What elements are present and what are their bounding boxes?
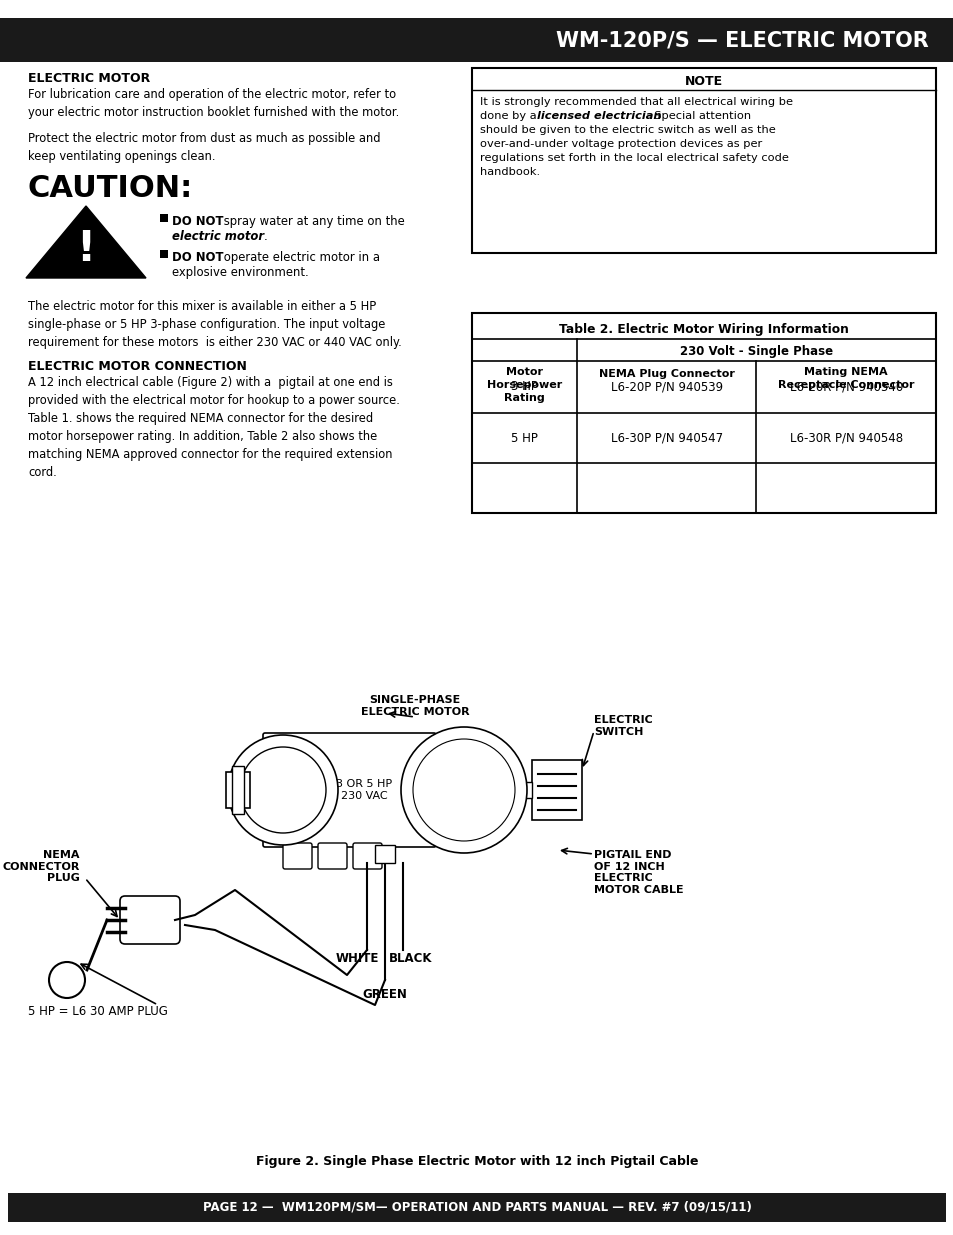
Text: NEMA
CONNECTOR
PLUG: NEMA CONNECTOR PLUG xyxy=(3,850,80,883)
Text: For lubrication care and operation of the electric motor, refer to
your electric: For lubrication care and operation of th… xyxy=(28,88,399,119)
FancyBboxPatch shape xyxy=(472,68,935,253)
Text: L6-30R P/N 940548: L6-30R P/N 940548 xyxy=(789,431,902,445)
Text: L6-30P P/N 940547: L6-30P P/N 940547 xyxy=(610,431,722,445)
Text: Motor
Horsepower
Rating: Motor Horsepower Rating xyxy=(486,367,561,404)
Polygon shape xyxy=(26,206,146,278)
Bar xyxy=(375,845,395,863)
Text: ELECTRIC
SWITCH: ELECTRIC SWITCH xyxy=(594,715,652,736)
Bar xyxy=(226,772,250,808)
Text: PIGTAIL END
OF 12 INCH
ELECTRIC
MOTOR CABLE: PIGTAIL END OF 12 INCH ELECTRIC MOTOR CA… xyxy=(594,850,683,895)
FancyBboxPatch shape xyxy=(353,844,381,869)
Text: WHITE: WHITE xyxy=(335,952,378,965)
Text: explosive environment.: explosive environment. xyxy=(172,266,309,279)
Circle shape xyxy=(228,735,337,845)
Text: GREEN: GREEN xyxy=(362,988,407,1002)
Text: spray water at any time on the: spray water at any time on the xyxy=(220,215,404,228)
Text: operate electric motor in a: operate electric motor in a xyxy=(220,251,379,264)
Text: over-and-under voltage protection devices as per: over-and-under voltage protection device… xyxy=(479,140,761,149)
FancyBboxPatch shape xyxy=(120,897,180,944)
Text: NOTE: NOTE xyxy=(684,75,722,88)
Text: 230 Volt - Single Phase: 230 Volt - Single Phase xyxy=(679,345,832,358)
Bar xyxy=(160,214,168,222)
Circle shape xyxy=(240,747,326,832)
Text: L6-20R P/N 940540: L6-20R P/N 940540 xyxy=(789,380,902,394)
Text: should be given to the electric switch as well as the: should be given to the electric switch a… xyxy=(479,125,775,135)
Text: 5 HP = L6 30 AMP PLUG: 5 HP = L6 30 AMP PLUG xyxy=(28,1005,168,1018)
Bar xyxy=(532,760,581,820)
Text: SINGLE-PHASE
ELECTRIC MOTOR: SINGLE-PHASE ELECTRIC MOTOR xyxy=(360,695,469,716)
Text: A 12 inch electrical cable (Figure 2) with a  pigtail at one end is
provided wit: A 12 inch electrical cable (Figure 2) wi… xyxy=(28,375,399,479)
Bar xyxy=(0,19,953,62)
FancyBboxPatch shape xyxy=(317,844,347,869)
Text: done by a: done by a xyxy=(479,111,539,121)
Text: 3 HP: 3 HP xyxy=(511,380,537,394)
Text: Mating NEMA
Receptacle Connector: Mating NEMA Receptacle Connector xyxy=(778,367,914,390)
Bar xyxy=(434,782,532,798)
Circle shape xyxy=(413,739,515,841)
Text: electric motor: electric motor xyxy=(172,230,264,243)
Text: . Special attention: . Special attention xyxy=(646,111,750,121)
Text: PAGE 12 —  WM120PM/SM— OPERATION AND PARTS MANUAL — REV. #7 (09/15/11): PAGE 12 — WM120PM/SM— OPERATION AND PART… xyxy=(202,1200,751,1214)
Text: regulations set forth in the local electrical safety code: regulations set forth in the local elect… xyxy=(479,153,788,163)
Text: NEMA Plug Connector: NEMA Plug Connector xyxy=(598,369,734,379)
Text: ELECTRIC MOTOR CONNECTION: ELECTRIC MOTOR CONNECTION xyxy=(28,359,247,373)
Bar xyxy=(160,249,168,258)
Text: licensed electrician: licensed electrician xyxy=(537,111,660,121)
Bar xyxy=(8,1193,945,1221)
Text: DO NOT: DO NOT xyxy=(172,215,223,228)
Circle shape xyxy=(400,727,526,853)
Text: 5 HP: 5 HP xyxy=(511,431,537,445)
Bar xyxy=(250,785,265,795)
Text: .: . xyxy=(264,230,268,243)
Text: CAUTION:: CAUTION: xyxy=(28,174,193,203)
FancyBboxPatch shape xyxy=(263,734,436,847)
Text: !: ! xyxy=(76,228,95,270)
Text: Protect the electric motor from dust as much as possible and
keep ventilating op: Protect the electric motor from dust as … xyxy=(28,132,380,163)
Circle shape xyxy=(49,962,85,998)
Text: It is strongly recommended that all electrical wiring be: It is strongly recommended that all elec… xyxy=(479,98,792,107)
Text: ELECTRIC MOTOR: ELECTRIC MOTOR xyxy=(28,72,150,85)
Text: BLACK: BLACK xyxy=(389,952,433,965)
Text: Table 2. Electric Motor Wiring Information: Table 2. Electric Motor Wiring Informati… xyxy=(558,324,848,336)
Text: The electric motor for this mixer is available in either a 5 HP
single-phase or : The electric motor for this mixer is ava… xyxy=(28,300,401,350)
Text: handbook.: handbook. xyxy=(479,167,539,177)
Bar xyxy=(232,766,244,814)
Text: WM-120P/S — ELECTRIC MOTOR: WM-120P/S — ELECTRIC MOTOR xyxy=(556,30,928,49)
Text: L6-20P P/N 940539: L6-20P P/N 940539 xyxy=(610,380,722,394)
Text: DO NOT: DO NOT xyxy=(172,251,223,264)
Text: 3 OR 5 HP
230 VAC: 3 OR 5 HP 230 VAC xyxy=(336,779,392,800)
FancyBboxPatch shape xyxy=(283,844,312,869)
FancyBboxPatch shape xyxy=(472,312,935,513)
Text: Figure 2. Single Phase Electric Motor with 12 inch Pigtail Cable: Figure 2. Single Phase Electric Motor wi… xyxy=(255,1155,698,1168)
